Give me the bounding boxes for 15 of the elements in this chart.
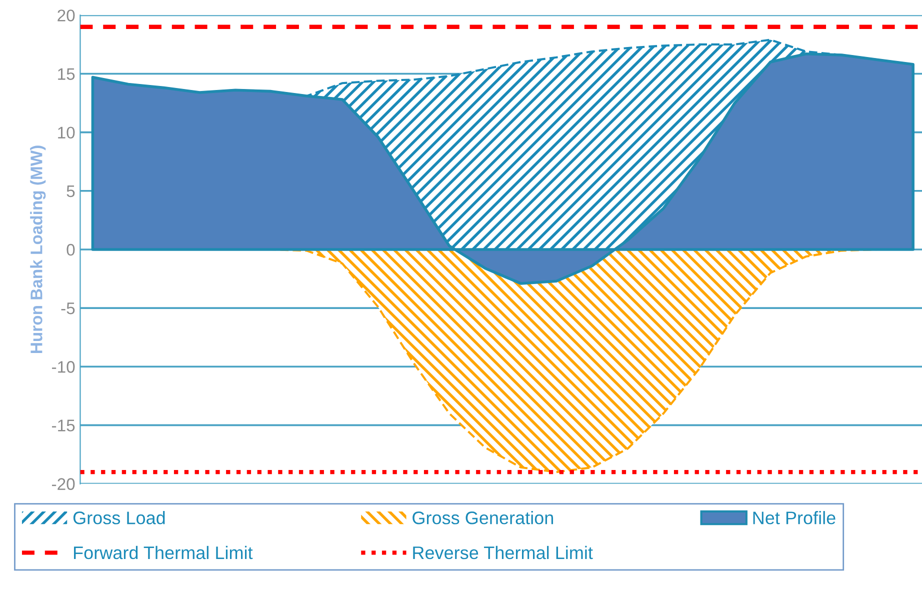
legend-label: Gross Generation: [412, 511, 554, 524]
y-tick-label: 0: [66, 244, 75, 256]
y-tick-label: 10: [58, 126, 75, 139]
y-tick-label: 5: [66, 185, 75, 198]
y-axis-title: Huron Bank Loading (MW): [30, 146, 46, 353]
y-tick-label: -5: [61, 302, 75, 314]
y-tick-label: -20: [52, 478, 75, 490]
legend-label: Forward Thermal Limit: [74, 546, 253, 560]
y-tick-label: 15: [58, 68, 75, 80]
y-tick-label: -15: [52, 420, 75, 432]
legend-label: Net Profile: [753, 511, 836, 524]
y-tick-label: -10: [52, 361, 75, 373]
legend-label: Reverse Thermal Limit: [413, 546, 593, 560]
y-tick-label: 20: [58, 10, 75, 22]
legend-label: Gross Load: [73, 511, 165, 524]
